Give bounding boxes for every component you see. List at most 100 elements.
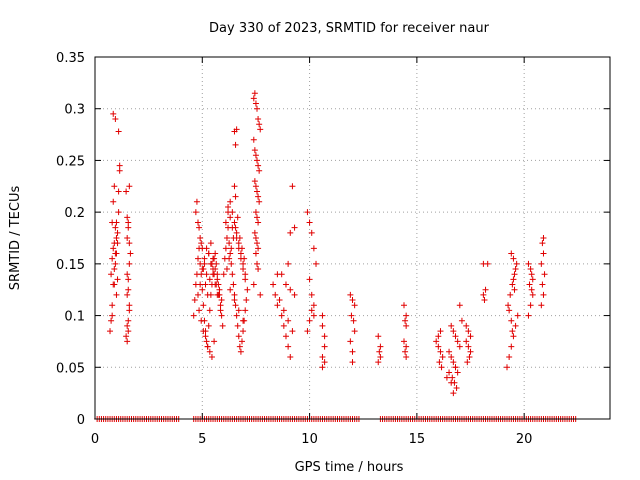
data-point — [230, 281, 237, 288]
data-point — [539, 240, 546, 247]
data-point — [125, 286, 132, 293]
data-point — [210, 271, 217, 278]
data-point — [234, 322, 241, 329]
data-point — [125, 317, 132, 324]
data-point — [504, 364, 510, 371]
data-point — [525, 260, 532, 267]
data-point — [125, 219, 132, 226]
data-point — [111, 266, 118, 273]
data-point — [529, 276, 536, 283]
data-point — [443, 374, 450, 381]
data-point — [514, 312, 521, 319]
plot-frame — [94, 56, 611, 420]
axis-tick-labels: 0 5 10 15 20 0 0.05 0.1 0.15 0.2 0.25 0.3 0.35 — [56, 51, 532, 447]
data-point — [507, 291, 514, 298]
data-point — [195, 255, 201, 262]
data-point — [278, 271, 285, 278]
data-point — [124, 235, 131, 241]
data-point — [539, 281, 546, 288]
data-point — [251, 147, 258, 154]
data-point — [255, 116, 262, 123]
data-point — [541, 271, 548, 278]
data-point — [433, 338, 440, 345]
data-point — [205, 250, 212, 257]
data-point — [115, 128, 122, 135]
data-point — [306, 317, 313, 324]
data-point — [251, 90, 258, 97]
data-point — [480, 291, 487, 298]
data-point — [212, 266, 219, 273]
data-point — [510, 255, 517, 262]
data-point — [508, 250, 515, 257]
data-point — [123, 188, 130, 195]
data-point — [402, 317, 409, 324]
data-point — [111, 281, 118, 288]
data-point — [195, 291, 201, 298]
data-point — [109, 302, 116, 309]
data-point — [401, 302, 407, 309]
y-tick-label: 0.35 — [56, 51, 85, 66]
data-point — [454, 338, 461, 345]
data-point — [403, 312, 410, 319]
data-point — [252, 183, 259, 190]
data-point — [203, 338, 210, 345]
data-point — [347, 338, 354, 345]
data-point — [124, 271, 131, 278]
data-point — [308, 307, 315, 314]
data-point — [285, 317, 292, 324]
data-point — [255, 266, 262, 273]
data-point — [377, 343, 384, 350]
data-point — [228, 245, 235, 252]
data-point — [376, 348, 383, 355]
data-point — [206, 307, 213, 314]
data-point — [255, 245, 262, 252]
data-point — [195, 219, 201, 226]
data-point — [229, 271, 236, 278]
data-point — [466, 353, 473, 360]
data-point — [251, 178, 258, 185]
data-point — [244, 286, 251, 293]
data-point — [257, 291, 264, 298]
data-point — [510, 333, 517, 340]
data-point — [214, 276, 221, 283]
data-point — [308, 229, 315, 236]
data-point — [306, 219, 313, 226]
y-tick-label: 0.15 — [56, 258, 85, 273]
data-point — [114, 240, 121, 247]
data-point — [231, 291, 238, 298]
data-point — [202, 333, 209, 340]
data-point — [321, 343, 328, 350]
data-point — [511, 286, 518, 293]
data-point — [206, 276, 213, 283]
data-point — [225, 203, 232, 210]
data-point — [278, 312, 285, 319]
data-point — [198, 271, 205, 278]
data-point — [214, 291, 221, 298]
data-point — [235, 333, 242, 340]
data-point — [452, 364, 459, 371]
x-axis-label: GPS time / hours — [295, 460, 404, 475]
data-point — [272, 291, 279, 298]
data-point — [255, 193, 262, 200]
data-point — [112, 116, 119, 123]
data-point — [511, 271, 518, 278]
data-point — [243, 297, 250, 304]
data-point — [226, 240, 233, 247]
data-point — [308, 291, 315, 298]
data-point — [204, 291, 211, 298]
data-point — [508, 343, 515, 350]
data-point — [110, 198, 117, 205]
data-point — [456, 302, 463, 309]
data-point — [231, 219, 238, 226]
data-point — [506, 353, 513, 360]
data-point — [467, 333, 474, 340]
data-point — [198, 240, 205, 247]
data-point — [450, 328, 457, 335]
data-point — [285, 343, 292, 350]
data-point — [252, 152, 259, 159]
data-point — [525, 312, 532, 319]
data-point — [319, 353, 326, 360]
data-point — [201, 260, 208, 267]
data-point — [538, 260, 545, 267]
